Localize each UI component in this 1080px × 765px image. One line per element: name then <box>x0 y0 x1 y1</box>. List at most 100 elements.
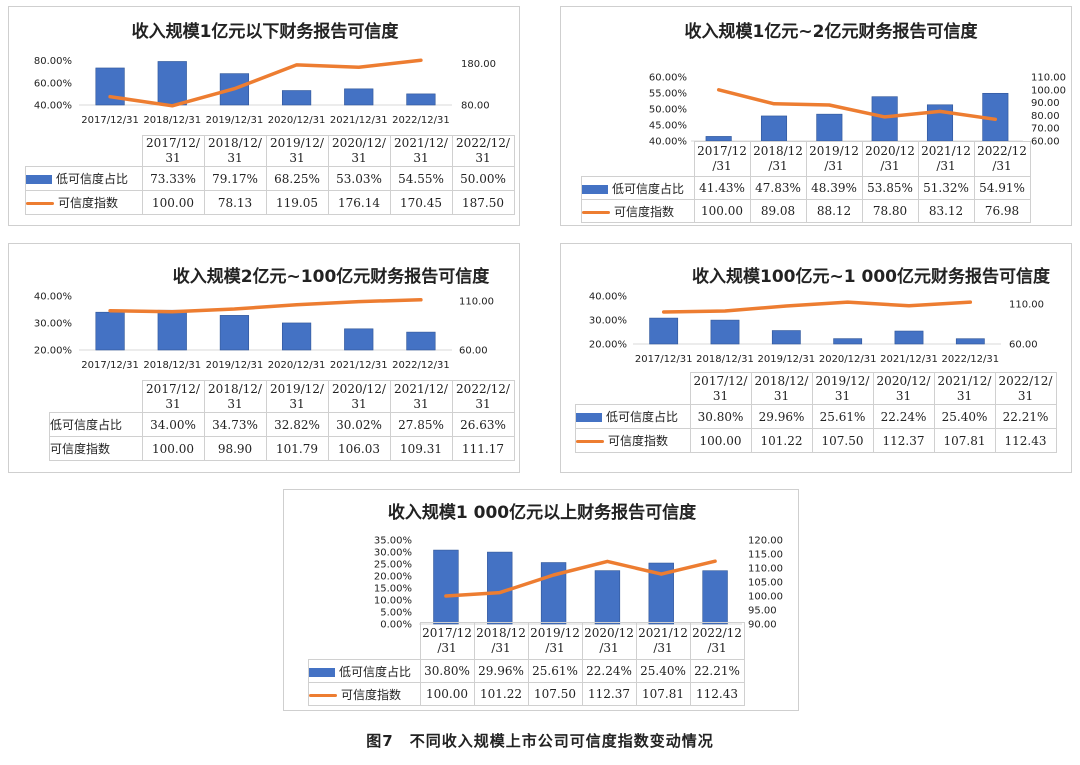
table-cell-value: 54.91% <box>973 176 1031 200</box>
line-point-credibility-index <box>108 95 112 98</box>
right-axis-tick-label: 90.00 <box>748 620 777 631</box>
series-name: 低可信度占比 <box>606 410 679 424</box>
line-point-credibility-index <box>713 559 717 563</box>
line-point-credibility-index <box>662 310 665 314</box>
table-header-date: 2017/12/31 <box>689 372 752 405</box>
bar-low-credibility-ratio <box>487 551 513 625</box>
table-cell-value: 119.05 <box>265 190 329 215</box>
table-header-date: 2021/12/31 <box>389 380 453 413</box>
table-cell-value: 112.43 <box>994 428 1057 453</box>
bar-low-credibility-ratio <box>219 315 250 351</box>
right-axis-tick-label: 80.00 <box>1031 111 1060 122</box>
table-cell-value: 78.13 <box>203 190 267 215</box>
table-header-date: 2020/12/31 <box>327 380 391 413</box>
left-axis-tick-label: 20.00% <box>34 346 72 357</box>
x-axis-tick-label: 2020/12/31 <box>268 360 326 371</box>
table-header-date: 2020/12/31 <box>581 622 637 660</box>
right-axis-tick-label: 60.00 <box>1031 137 1060 148</box>
line-point-credibility-index <box>969 300 972 304</box>
table-row: 低可信度占比 41.43% 47.83% 48.39% 53.85% 51.32% 54.9… <box>581 176 1031 200</box>
x-axis-tick-label: 2019/12/31 <box>206 115 264 126</box>
line-point-credibility-index <box>660 572 663 576</box>
table-cell-value: 100.00 <box>693 199 751 223</box>
line-point-credibility-index <box>552 573 555 577</box>
series-label: 可信度指数 <box>581 199 695 223</box>
table-row: 可信度指数 100.00 89.08 88.12 78.80 83.12 76.98 <box>581 199 1031 223</box>
bar-low-credibility-ratio <box>95 311 125 351</box>
right-axis-tick-label: 120.00 <box>748 536 783 547</box>
table-cell-value: 79.17% <box>203 166 267 191</box>
legend-swatch-line <box>26 202 54 205</box>
x-axis-tick-label: 2017/12/31 <box>635 354 693 365</box>
table-cell-value: 30.80% <box>419 659 475 683</box>
table-header-date: 2018/12/31 <box>749 141 807 177</box>
left-axis-tick-label: 5.00% <box>380 608 412 619</box>
line-point-credibility-index <box>994 118 997 121</box>
table-cell-value: 25.61% <box>527 659 583 683</box>
table-cell-value: 25.61% <box>811 404 874 429</box>
right-axis-tick-label: 100.00 <box>1031 85 1066 96</box>
table-row: 可信度指数 100.00 78.13 119.05 176.14 170.45 187.50 <box>25 190 515 215</box>
table-cell-value: 48.39% <box>805 176 863 200</box>
series-name: 低可信度占比 <box>50 418 123 432</box>
table-cell-value: 76.98 <box>973 199 1031 223</box>
table-cell-value: 89.08 <box>749 199 807 223</box>
line-credibility-index <box>444 559 717 598</box>
line-point-credibility-index <box>828 103 831 107</box>
right-axis-tick-label: 110.00 <box>1009 300 1044 311</box>
series-label: 可信度指数 <box>49 436 143 461</box>
table-cell-value: 41.43% <box>693 176 751 200</box>
bar-low-credibility-ratio <box>344 88 374 106</box>
chart-title: 收入规模1 000亿元以上财务报告可信度 <box>388 502 697 523</box>
chart-svg-200m-10b: 收入规模2亿元~100亿元财务报告可信度 20.00% 30.00% 40.00% 60… <box>34 266 494 371</box>
line-point-credibility-index <box>233 307 236 311</box>
line-point-credibility-index <box>772 102 776 105</box>
table-cell-value: 100.00 <box>419 682 475 706</box>
left-axis-tick-label: 40.00% <box>34 292 72 303</box>
series-name: 可信度指数 <box>608 434 669 448</box>
left-axis-tick-label: 60.00% <box>34 78 72 89</box>
x-axis-tick-label: 2017/12/31 <box>81 360 139 371</box>
table-cell-value: 111.17 <box>451 436 515 461</box>
chart-svg-under-100m: 收入规模1亿元以下财务报告可信度 40.00% 60.00% 80.00% 80.00 1… <box>34 21 496 126</box>
left-axis-tick-label: 20.00% <box>589 340 627 351</box>
table-header-date: 2018/12/31 <box>750 372 813 405</box>
table-header-date: 2017/12/31 <box>141 380 205 413</box>
series-name: 可信度指数 <box>58 196 119 210</box>
series-name: 可信度指数 <box>614 204 675 219</box>
table-row: 低可信度占比 30.80% 29.96% 25.61% 22.24% 25.40% 22.2… <box>308 659 745 683</box>
table-row: 可信度指数 100.00 101.22 107.50 112.37 107.81 112.4… <box>575 428 1057 453</box>
table-header-date: 2019/12/31 <box>265 380 329 413</box>
line-credibility-index <box>108 298 423 314</box>
table-row: 低可信度占比 30.80% 29.96% 25.61% 22.24% 25.40% 22.2… <box>575 404 1057 429</box>
table-cell-value: 30.02% <box>327 412 391 437</box>
chart-title: 收入规模1亿元~2亿元财务报告可信度 <box>685 21 979 42</box>
line-point-credibility-index <box>846 300 849 304</box>
right-axis-tick-label: 90.00 <box>1031 98 1060 109</box>
bar-low-credibility-ratio <box>157 309 187 351</box>
table-cell-value: 106.03 <box>327 436 391 461</box>
bar-low-credibility-ratio <box>594 570 621 625</box>
chart-panel-100m-200m: 收入规模1亿元~2亿元财务报告可信度 40.00% 45.00% 50.00% 55.0… <box>560 6 1072 226</box>
line-point-credibility-index <box>357 300 360 303</box>
table-header-date: 2018/12/31 <box>203 380 267 413</box>
table-cell-value: 101.22 <box>750 428 813 453</box>
line-point-credibility-index <box>723 309 727 313</box>
chart-panel-over-100b: 收入规模1 000亿元以上财务报告可信度 0.00% 5.00% 10.00% 15.0… <box>283 489 799 711</box>
bar-low-credibility-ratio <box>816 113 843 142</box>
data-table: 2017/12/31 2018/12/31 2019/12/31 2020/12/31… <box>25 135 515 215</box>
table-cell-value: 25.40% <box>635 659 691 683</box>
table-cell-value: 187.50 <box>451 190 515 215</box>
left-axis-tick-label: 40.00% <box>649 137 687 148</box>
table-header-date: 2022/12/31 <box>973 141 1031 177</box>
table-row: 低可信度占比 73.33% 79.17% 68.25% 53.03% 54.55% 50.0… <box>25 166 515 191</box>
left-axis-tick-label: 60.00% <box>649 73 687 84</box>
data-table: 2017/12/31 2018/12/31 2019/12/31 2020/12/31… <box>575 372 1057 453</box>
table-cell-value: 30.80% <box>689 404 752 429</box>
left-axis-tick-label: 25.00% <box>374 560 412 571</box>
table-cell-value: 22.21% <box>689 659 745 683</box>
table-cell-value: 101.22 <box>473 682 529 706</box>
left-axis-tick-label: 15.00% <box>374 584 412 595</box>
table-cell-value: 50.00% <box>451 166 515 191</box>
table-header-date: 2017/12/31 <box>419 622 475 660</box>
